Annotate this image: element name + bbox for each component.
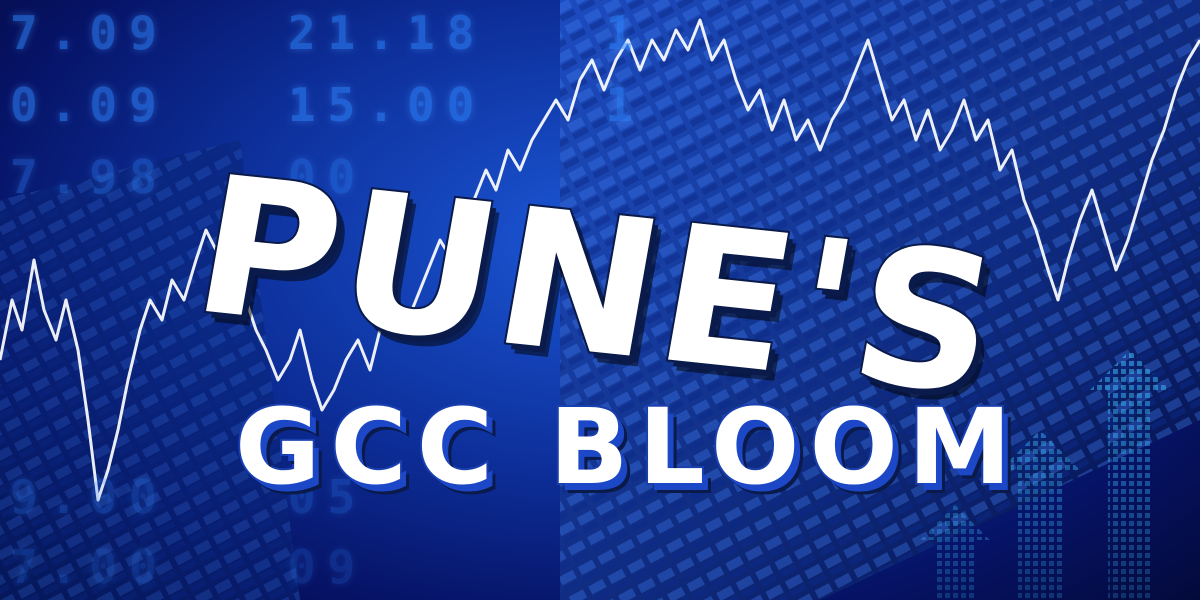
stock-graph-line (0, 18, 1200, 502)
headline-secondary: GCC BLOOM (233, 386, 1022, 508)
ticker-row: 7.00 09 (10, 540, 368, 594)
ticker-row: 9.00 05 (10, 470, 368, 524)
arrow-up-icon (1090, 350, 1170, 600)
arrow-up-icon (920, 505, 990, 600)
ticker-row: 7.09 21.18 1 (10, 6, 646, 60)
ticker-row: 7.98 00 (10, 150, 368, 204)
ticker-board: 7.09 21.18 1 0.09 15.00 1 7.98 00 9.00 0… (0, 0, 633, 600)
ticker-row: 0.09 15.00 1 (10, 78, 646, 132)
arrow-up-icon (1000, 430, 1080, 600)
rising-arrows (920, 350, 1170, 600)
